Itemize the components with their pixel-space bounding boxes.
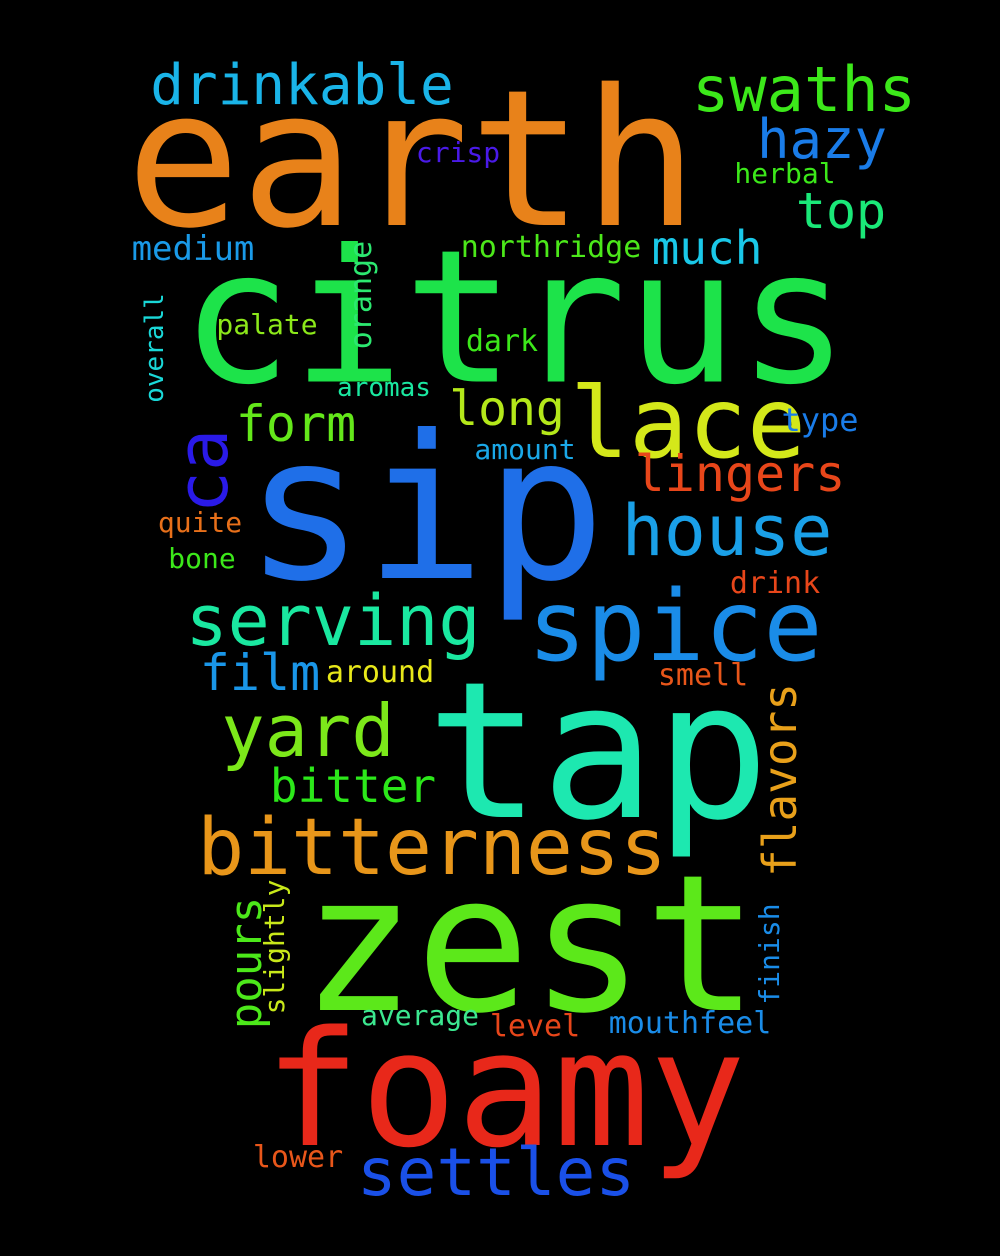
word-bitter: bitter	[269, 759, 437, 813]
word-medium: medium	[131, 229, 255, 269]
word-northridge: northridge	[460, 230, 642, 265]
word-top: top	[795, 182, 887, 240]
word-much: much	[651, 221, 763, 275]
word-serving: serving	[185, 580, 481, 662]
word-lingers: lingers	[634, 445, 846, 503]
word-earth: earth	[126, 49, 698, 270]
word-settles: settles	[356, 1134, 636, 1211]
word-level: level	[489, 1009, 581, 1044]
word-long: long	[449, 381, 565, 437]
word-dark: dark	[465, 324, 539, 359]
word-mouthfeel: mouthfeel	[608, 1006, 772, 1041]
word-aromas: aromas	[337, 373, 431, 403]
word-around: around	[325, 655, 435, 690]
word-quite: quite	[157, 506, 243, 539]
word-flavors: flavors	[753, 683, 807, 877]
word-amount: amount	[474, 433, 576, 466]
word-house: house	[621, 490, 833, 572]
word-lower: lower	[252, 1140, 344, 1175]
word-swaths: swaths	[692, 53, 916, 126]
word-ca: ca	[162, 428, 244, 514]
word-bone: bone	[168, 542, 236, 575]
word-form: form	[235, 395, 357, 453]
word-palate: palate	[216, 308, 318, 341]
word-finish: finish	[753, 903, 786, 1005]
word-smell: smell	[657, 658, 749, 693]
word-film: film	[199, 644, 321, 702]
word-spice: spice	[527, 570, 823, 684]
word-lace: lace	[569, 367, 807, 481]
word-foamy: foamy	[264, 996, 746, 1183]
word-herbal: herbal	[734, 157, 836, 190]
word-hazy: hazy	[756, 108, 888, 171]
word-overall: overall	[140, 293, 170, 403]
word-sip: sip	[244, 393, 606, 626]
word-yard: yard	[221, 689, 395, 773]
word-tap: tap	[426, 641, 770, 862]
word-zest: zest	[301, 834, 759, 1055]
word-bitterness: bitterness	[197, 803, 667, 893]
word-orange: orange	[344, 240, 379, 350]
word-drinkable: drinkable	[150, 53, 454, 118]
word-average: average	[360, 999, 480, 1032]
word-crisp: crisp	[415, 136, 501, 169]
word-drink: drink	[729, 566, 821, 601]
word-citrus: citrus	[180, 209, 850, 426]
word-type: type	[781, 401, 859, 439]
word-slightly: slightly	[258, 879, 291, 1015]
